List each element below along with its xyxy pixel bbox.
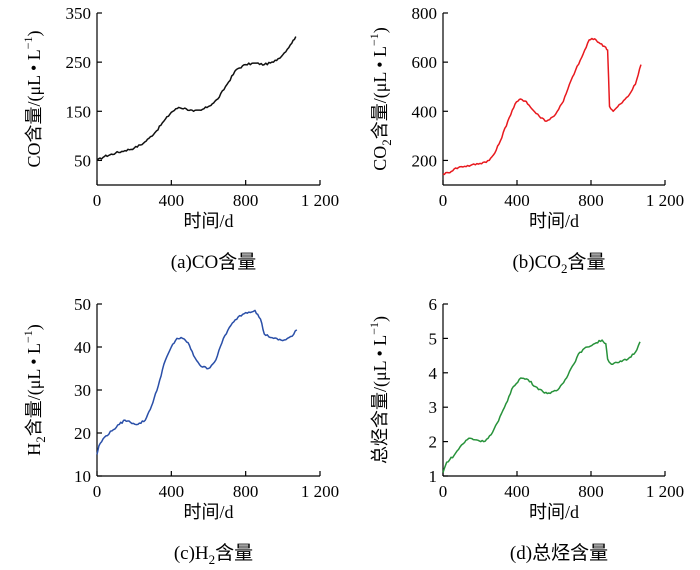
y-tick-label: 3	[429, 398, 438, 417]
chart-panel-1: 0 400 800 1 200 50 150 250 350 时间/d CO含量/(μL • L−…	[21, 4, 339, 273]
caption-suffix: 含量	[215, 542, 253, 564]
caption-prefix: H	[195, 543, 209, 564]
x-tick-label: 800	[233, 191, 259, 210]
y-tick-label: 10	[74, 467, 91, 486]
caption-subscript: 2	[209, 552, 216, 567]
y-axis-label-close: )	[370, 27, 391, 33]
y-tick-label: 2	[429, 433, 438, 452]
y-tick-label: 5	[429, 329, 438, 348]
y-axis-label-superscript: −1	[367, 322, 381, 335]
y-axis-label-subscript: 2	[33, 436, 48, 443]
x-tick-label: 0	[439, 191, 448, 210]
x-tick-label: 800	[578, 482, 604, 501]
caption-label: (d)	[510, 543, 532, 564]
caption-label: (b)	[512, 252, 534, 273]
y-axis-label-main: CO含量/(μL • L	[24, 49, 45, 167]
series-line	[442, 339, 641, 473]
y-axis-label-superscript: −1	[21, 330, 35, 343]
y-axis-label: H2含量/(μL • L−1)	[21, 324, 48, 456]
caption-text: CO含量	[192, 251, 256, 273]
series-line	[96, 309, 298, 455]
x-tick-label: 1 200	[301, 191, 339, 210]
y-tick-label: 6	[429, 295, 438, 314]
y-tick-label: 800	[412, 4, 438, 23]
caption-prefix: CO	[535, 252, 561, 273]
y-tick-label: 200	[412, 151, 438, 170]
y-tick-label: 400	[412, 102, 438, 121]
y-tick-label: 600	[412, 53, 438, 72]
x-axis-label: 时间/d	[529, 502, 579, 522]
y-axis-label: CO2含量/(μL • L−1)	[367, 27, 394, 171]
y-axis-label-close: )	[370, 316, 391, 322]
chart-panel-4: 0 400 800 1 200 1 2 3 4 5 6 时间/d 总烃含量/(μL • L−1) (d)…	[367, 295, 684, 564]
y-tick-label: 4	[429, 364, 438, 383]
y-tick-label: 1	[429, 467, 438, 486]
panel-caption: (c)H2含量	[174, 542, 253, 567]
y-axis-label-prefix: CO	[370, 146, 390, 171]
caption-text: 总烃含量	[532, 542, 608, 564]
panel-caption: (a)CO含量	[171, 251, 257, 273]
y-tick-label: 50	[74, 151, 91, 170]
y-axis-label: CO含量/(μL • L−1)	[21, 30, 45, 167]
x-tick-label: 0	[93, 482, 102, 501]
x-axis-label: 时间/d	[183, 211, 233, 231]
y-axis-label-superscript: −1	[21, 36, 35, 49]
y-axis-label-subscript: 2	[379, 139, 394, 146]
caption-label: (a)	[171, 252, 192, 273]
y-axis-label-main: 总烃含量/(μL • L	[370, 335, 391, 464]
caption-subscript: 2	[561, 261, 568, 276]
x-tick-label: 800	[578, 191, 604, 210]
y-tick-label: 350	[66, 4, 92, 23]
y-tick-label: 50	[74, 295, 91, 314]
panel-caption: (d)总烃含量	[510, 542, 608, 564]
caption-suffix: 含量	[568, 251, 606, 273]
series-line	[442, 37, 642, 176]
y-axis-label-prefix: H	[24, 443, 44, 456]
y-tick-label: 30	[74, 381, 91, 400]
x-tick-label: 1 200	[301, 482, 339, 501]
y-tick-label: 20	[74, 424, 91, 443]
y-axis-label-close: )	[24, 324, 45, 330]
x-axis-label: 时间/d	[529, 211, 579, 231]
x-tick-label: 400	[504, 191, 530, 210]
y-axis-label-main: 含量/(μL • L	[24, 343, 45, 436]
y-axis-label-main: 含量/(μL • L	[370, 46, 391, 139]
x-tick-label: 1 200	[646, 482, 684, 501]
y-axis-label-superscript: −1	[367, 33, 381, 46]
y-tick-label: 40	[74, 338, 91, 357]
series-line	[96, 36, 297, 161]
x-tick-label: 0	[439, 482, 448, 501]
y-tick-label: 250	[66, 53, 92, 72]
y-axis-label-close: )	[24, 30, 45, 36]
x-axis-label: 时间/d	[183, 502, 233, 522]
caption-label: (c)	[174, 543, 195, 564]
panel-caption: (b)CO2含量	[512, 251, 605, 276]
x-tick-label: 0	[93, 191, 102, 210]
x-tick-label: 800	[233, 482, 259, 501]
y-tick-label: 150	[66, 102, 92, 121]
x-tick-label: 400	[159, 191, 185, 210]
x-tick-label: 400	[159, 482, 185, 501]
x-tick-label: 400	[504, 482, 530, 501]
y-axis-label: 总烃含量/(μL • L−1)	[367, 316, 391, 464]
x-tick-label: 1 200	[646, 191, 684, 210]
